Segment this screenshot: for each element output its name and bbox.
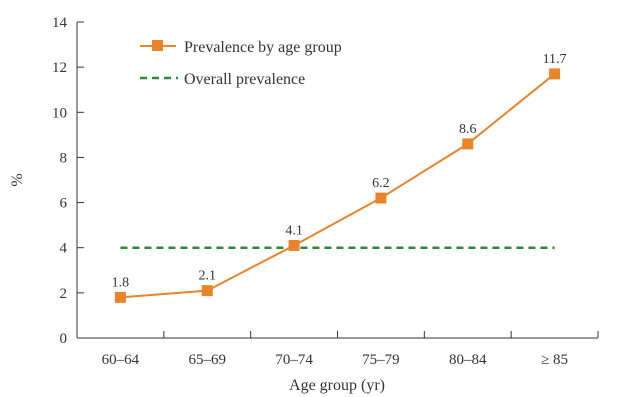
series-line-prevalence-by-age — [120, 73, 556, 299]
y-tick-label: 8 — [60, 150, 68, 166]
x-tick-label: ≥ 85 — [541, 352, 568, 368]
data-label: 8.6 — [459, 122, 477, 137]
x-ticks: 60–64 65–69 70–74 75–79 80–84 ≥ 85 — [102, 331, 599, 368]
y-axis-title: % — [9, 173, 26, 186]
y-tick-label: 0 — [60, 331, 68, 347]
series-layer — [114, 68, 561, 303]
x-axis-title: Age group (yr) — [289, 377, 385, 394]
y-tick-label: 12 — [52, 60, 67, 76]
y-tick-label: 14 — [52, 15, 68, 31]
axes — [76, 22, 598, 339]
legend: Prevalence by age group Overall prevalen… — [140, 39, 342, 88]
legend-label-overall: Overall prevalence — [184, 71, 305, 88]
y-tick-label: 10 — [52, 105, 67, 121]
data-label: 1.8 — [112, 275, 130, 290]
data-labels: 1.8 2.1 4.1 6.2 8.6 11.7 — [112, 52, 567, 290]
data-point-marker — [375, 192, 387, 204]
x-tick-label: 70–74 — [275, 352, 313, 368]
data-point-marker — [462, 138, 474, 150]
y-ticks: 0 2 4 6 8 10 12 14 — [52, 15, 84, 347]
legend-label-prevalence: Prevalence by age group — [184, 39, 342, 56]
y-tick-label: 2 — [60, 286, 68, 302]
x-tick-label: 80–84 — [449, 352, 487, 368]
data-point-marker — [288, 239, 300, 251]
legend-swatch-prevalence-marker — [152, 40, 163, 51]
y-tick-label: 6 — [60, 196, 68, 212]
x-tick-label: 60–64 — [102, 352, 140, 368]
data-point-marker — [549, 68, 561, 80]
data-point-marker — [114, 291, 126, 303]
data-point-marker — [201, 285, 213, 297]
data-label: 4.1 — [285, 223, 303, 238]
x-tick-label: 65–69 — [189, 352, 227, 368]
data-label: 11.7 — [543, 52, 567, 67]
x-tick-label: 75–79 — [362, 352, 400, 368]
data-label: 2.1 — [199, 269, 217, 284]
data-label: 6.2 — [372, 176, 390, 191]
y-tick-label: 4 — [60, 241, 68, 257]
